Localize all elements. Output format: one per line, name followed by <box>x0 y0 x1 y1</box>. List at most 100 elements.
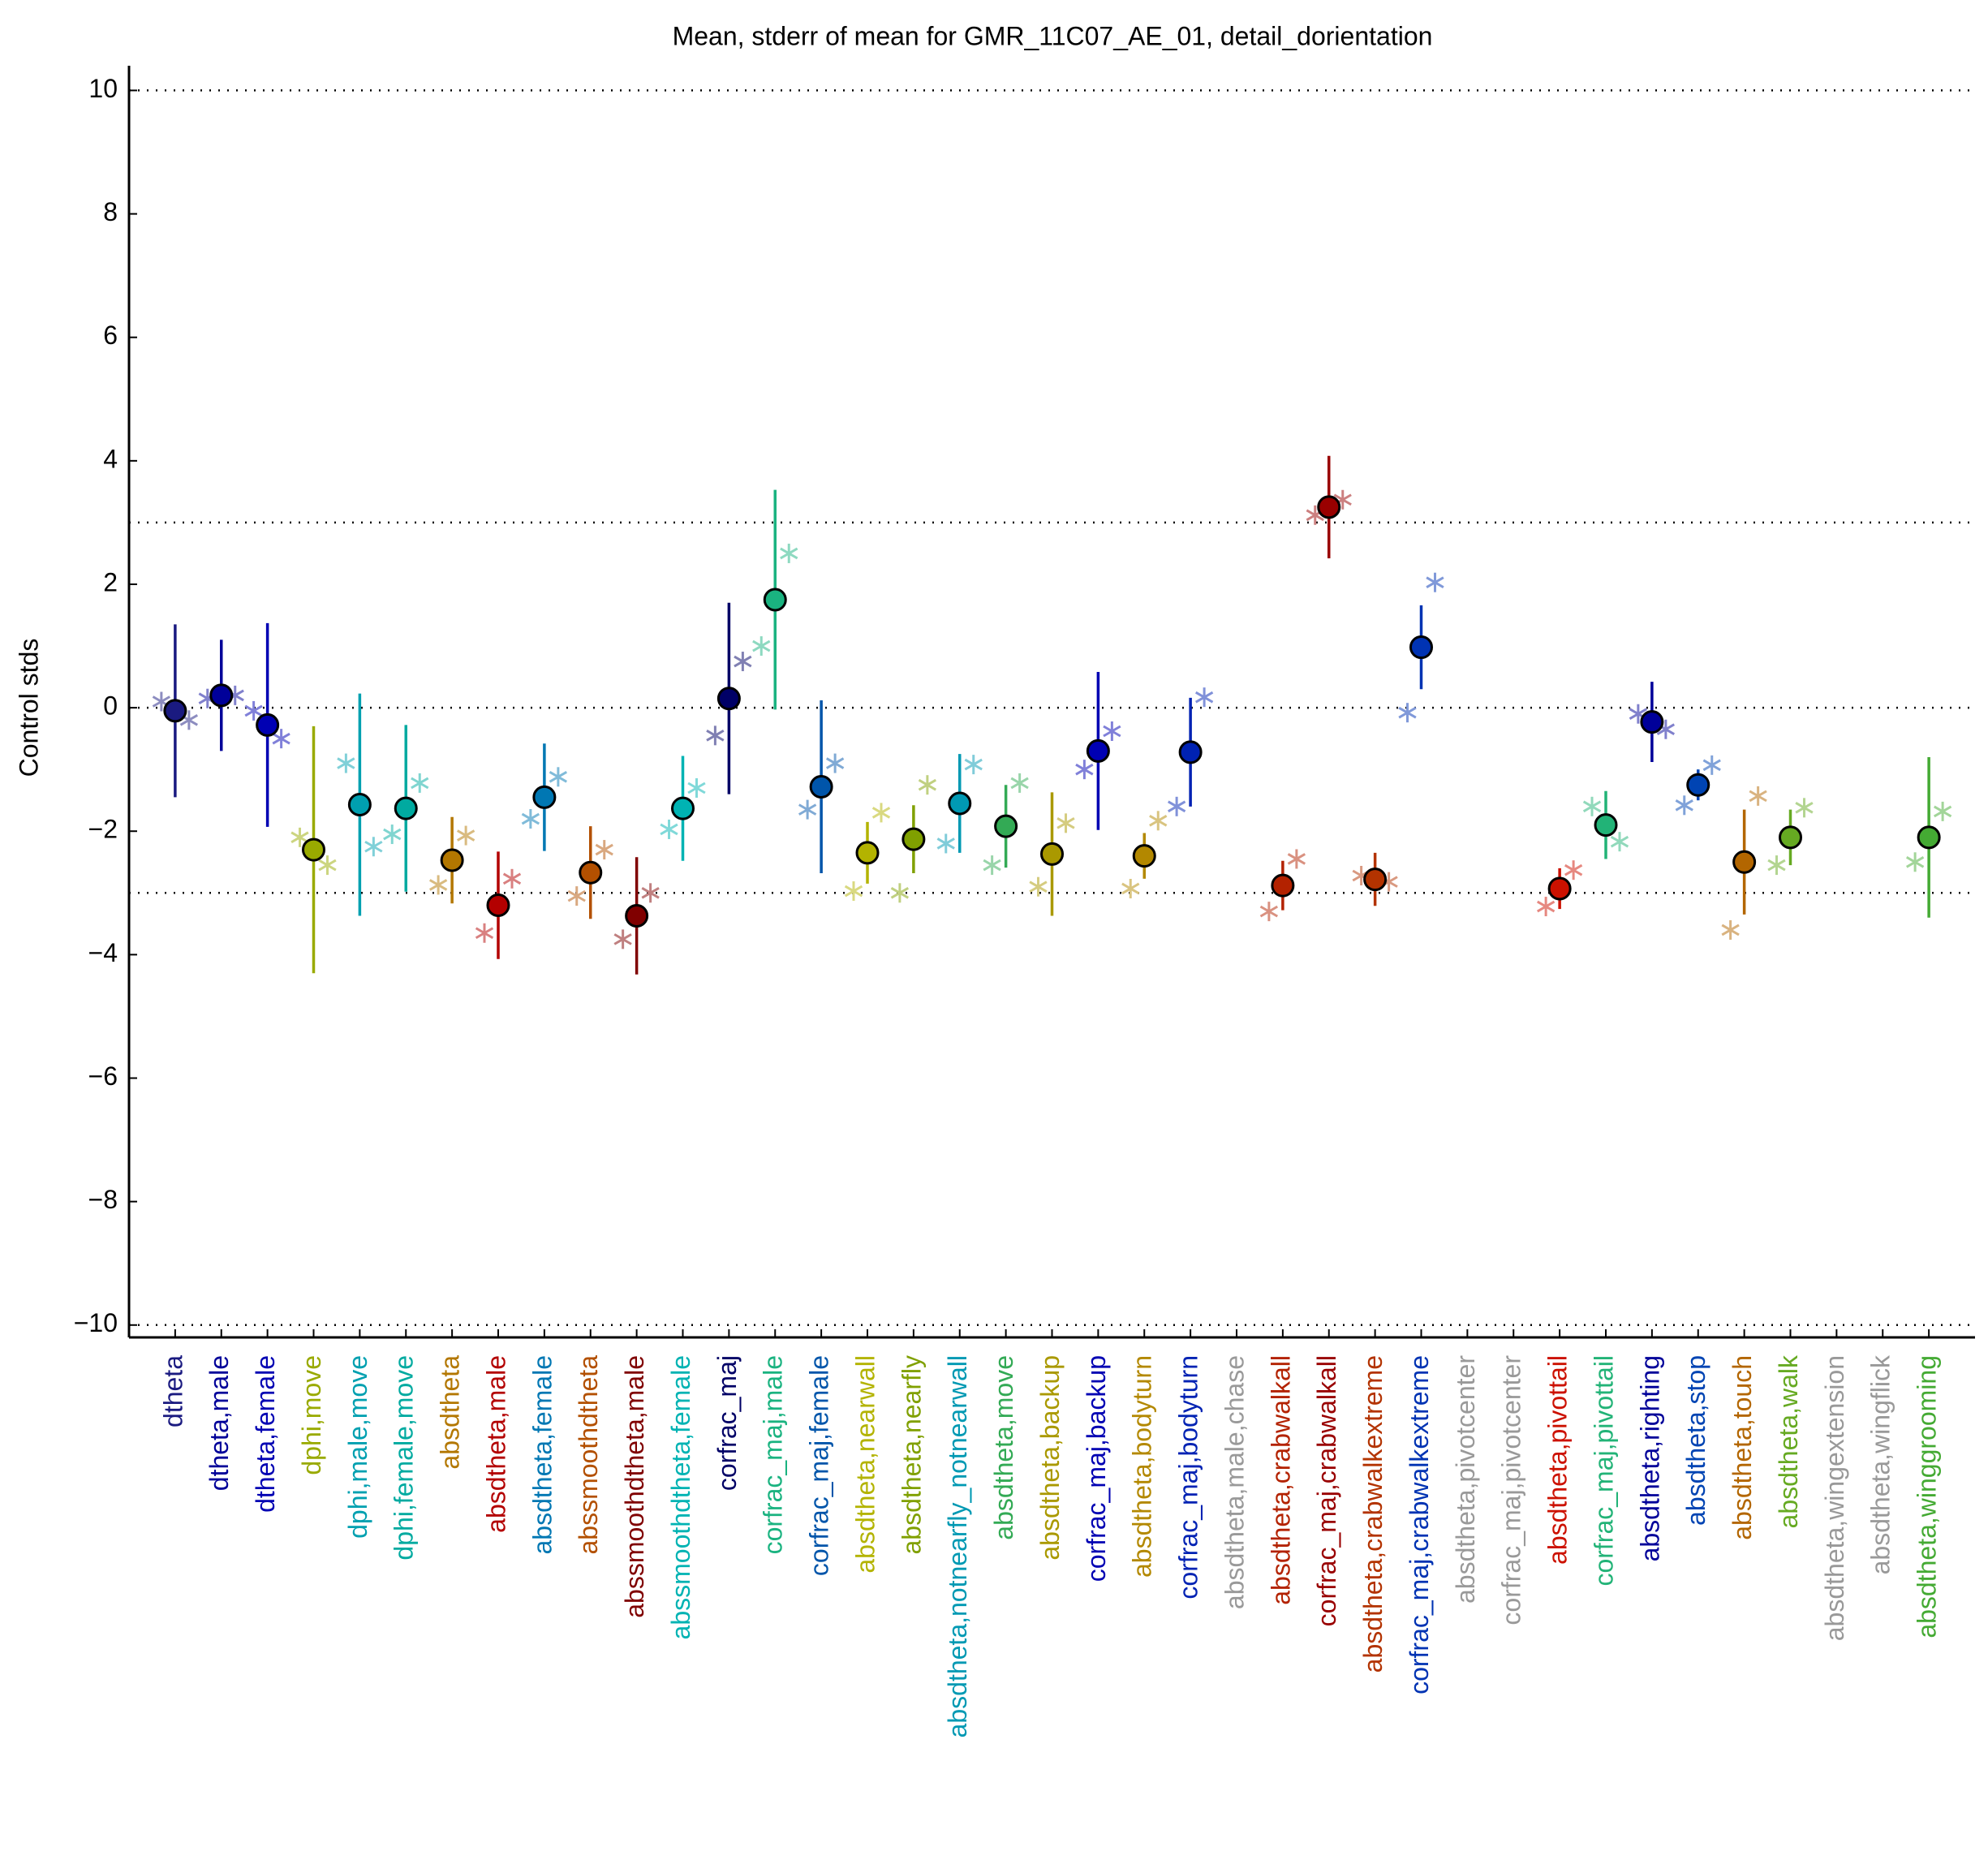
asterisk <box>1103 721 1121 742</box>
mean-marker <box>1547 876 1572 901</box>
asterisk <box>1610 832 1629 852</box>
asterisk <box>1933 801 1952 821</box>
asterisk <box>687 777 706 798</box>
asterisk <box>502 868 522 889</box>
asterisk-stroke <box>318 859 337 872</box>
asterisk <box>595 840 613 860</box>
y-tick-label: 8 <box>103 197 118 226</box>
asterisk-stroke <box>1610 835 1629 848</box>
asterisk <box>890 883 910 903</box>
asterisk-stroke <box>502 872 522 885</box>
asterisk <box>244 700 263 721</box>
x-tick-label: dphi,move <box>297 1355 326 1475</box>
asterisk-stroke <box>244 704 263 717</box>
asterisk-stroke <box>1629 708 1648 721</box>
asterisk-stroke <box>918 778 937 791</box>
asterisk-stroke <box>1075 763 1094 776</box>
asterisk <box>1702 755 1721 775</box>
asterisk-stroke <box>567 889 586 902</box>
mean-marker <box>994 814 1018 838</box>
asterisk <box>1749 786 1767 806</box>
x-tick-label: corfrac_maj,female <box>805 1355 834 1576</box>
asterisk <box>936 833 955 854</box>
x-tick-label: absdtheta <box>436 1355 465 1470</box>
asterisk <box>964 755 983 775</box>
mean-marker <box>256 713 280 737</box>
y-tick-label: −10 <box>74 1308 118 1337</box>
x-tick-label: absdtheta,nearwall <box>850 1355 880 1574</box>
y-axis-label: Control stds <box>14 639 43 777</box>
x-tick-label: abssmoothdtheta <box>574 1355 603 1555</box>
asterisk-stroke <box>641 887 660 899</box>
x-tick-label: absdtheta,touch <box>1728 1355 1757 1540</box>
asterisk <box>825 753 845 773</box>
asterisk-stroke <box>272 732 290 745</box>
mean-marker <box>1271 873 1295 898</box>
mean-marker <box>1317 495 1341 519</box>
x-tick-label: corfrac_maj,pivotcenter <box>1497 1355 1526 1625</box>
x-tick-label: dtheta <box>158 1355 187 1427</box>
x-tick-label: absdtheta,pivottail <box>1543 1355 1573 1565</box>
mean-marker <box>1409 635 1433 660</box>
y-tick-label: 10 <box>88 74 118 103</box>
asterisk-stroke <box>1675 799 1693 812</box>
mean-marker <box>716 687 741 711</box>
asterisk-stroke <box>983 859 1001 872</box>
asterisk <box>475 923 494 943</box>
asterisk <box>521 809 540 829</box>
asterisk-stroke <box>1398 706 1417 719</box>
asterisk-stroke <box>1029 880 1048 893</box>
x-tick-label: corfrac_maj,crabwalkextreme <box>1405 1355 1434 1694</box>
asterisk <box>567 886 586 906</box>
asterisk <box>428 875 448 895</box>
x-tick-label: dphi,female,move <box>389 1355 419 1561</box>
x-tick-label: dtheta,female <box>251 1355 280 1513</box>
mean-marker <box>209 683 234 708</box>
mean-marker <box>809 774 833 799</box>
asterisk-stroke <box>1702 759 1721 772</box>
asterisk <box>456 825 475 846</box>
mean-marker <box>1917 825 1941 850</box>
asterisk <box>1121 878 1140 898</box>
x-tick-label: abssmoothdtheta,male <box>620 1355 649 1618</box>
mean-marker <box>532 785 557 809</box>
asterisk-stroke <box>456 829 475 842</box>
y-tick-label: 0 <box>103 691 118 721</box>
x-tick-label: dtheta,male <box>204 1355 234 1491</box>
asterisk-stroke <box>752 639 771 652</box>
asterisk <box>734 652 752 672</box>
asterisk-stroke <box>798 803 817 816</box>
asterisk <box>641 883 660 903</box>
mean-marker <box>1686 773 1710 797</box>
asterisk-stroke <box>383 828 402 841</box>
chart-title: Mean, stderr of mean for GMR_11C07_AE_01… <box>673 21 1433 50</box>
asterisk <box>411 773 429 793</box>
asterisk-stroke <box>595 843 613 856</box>
asterisk-stroke <box>1121 882 1140 895</box>
x-tick-label: absdtheta,nearfly <box>897 1355 926 1555</box>
asterisk-stroke <box>890 887 910 899</box>
x-tick-label: corfrac_maj <box>712 1355 742 1491</box>
asterisk <box>290 827 309 847</box>
asterisk-stroke <box>936 837 955 850</box>
asterisk-stroke <box>734 655 752 668</box>
asterisk <box>1287 849 1306 869</box>
y-tick-label: −8 <box>88 1185 118 1214</box>
asterisk <box>780 543 798 563</box>
x-tick-label: corfrac_maj,pivottail <box>1589 1355 1618 1587</box>
mean-marker <box>1363 868 1388 892</box>
mean-marker <box>486 893 510 918</box>
asterisk-stroke <box>825 757 845 769</box>
asterisk-stroke <box>1056 817 1075 829</box>
asterisk-stroke <box>549 771 568 783</box>
x-tick-label: absdtheta,move <box>989 1355 1018 1540</box>
mean-marker <box>1779 825 1802 850</box>
asterisk-stroke <box>1564 863 1583 876</box>
asterisk <box>613 929 632 949</box>
x-tick-label: absdtheta,pivotcenter <box>1451 1355 1480 1604</box>
mean-marker <box>1640 710 1664 734</box>
y-tick-label: −2 <box>88 815 118 844</box>
mean-marker <box>763 588 787 612</box>
x-tick-label: corfrac_maj,male <box>759 1355 788 1554</box>
